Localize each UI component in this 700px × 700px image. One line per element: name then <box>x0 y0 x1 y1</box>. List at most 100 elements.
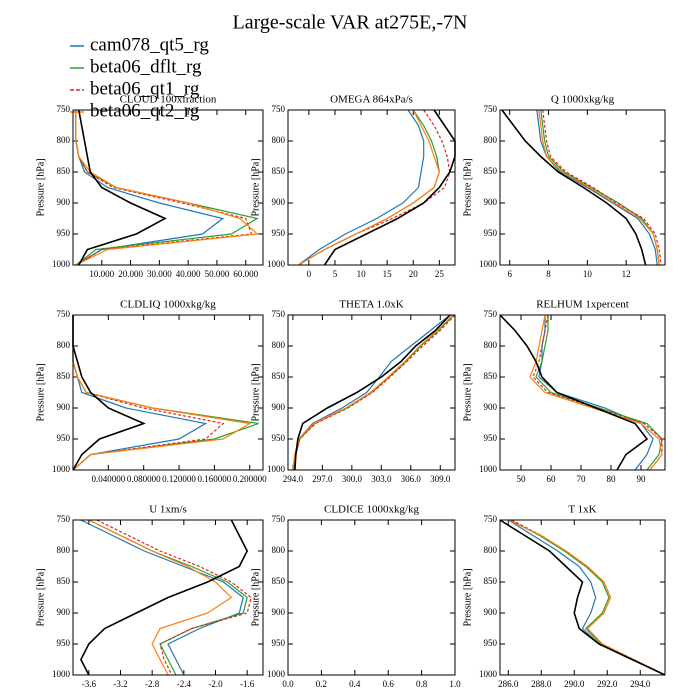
x-tick-label: 50 <box>517 474 527 484</box>
panel-title: Q 1000xkg/kg <box>551 94 615 106</box>
y-axis-label: Pressure [hPa] <box>250 363 261 421</box>
x-tick-label: 50.000 <box>205 269 230 279</box>
x-tick-label: 8 <box>546 269 551 279</box>
series-line <box>75 110 259 266</box>
x-tick-label: -2.8 <box>145 679 160 689</box>
x-tick-label: 0.040000 <box>91 474 125 484</box>
x-tick-label: 1.0 <box>449 679 461 689</box>
x-tick-label: -3.6 <box>82 679 97 689</box>
series-line <box>72 315 225 471</box>
x-tick-label: 0.8 <box>416 679 428 689</box>
y-axis-label: Pressure [hPa] <box>250 158 261 216</box>
y-tick-label: 1000 <box>52 669 71 679</box>
x-tick-label: 288.0 <box>531 679 552 689</box>
y-tick-label: 950 <box>272 228 286 238</box>
x-tick-label: 0 <box>307 269 312 279</box>
y-tick-label: 750 <box>484 104 498 114</box>
y-tick-label: 900 <box>484 402 498 412</box>
legend-label: beta06_qt1_rg <box>90 78 200 99</box>
x-tick-label: 80 <box>607 474 617 484</box>
y-tick-label: 950 <box>57 638 71 648</box>
y-tick-label: 1000 <box>267 464 286 474</box>
y-tick-label: 1000 <box>52 464 71 474</box>
x-tick-label: 292.0 <box>597 679 618 689</box>
x-tick-label: 297.0 <box>312 474 333 484</box>
y-tick-label: 800 <box>484 545 498 555</box>
y-tick-label: 850 <box>272 166 286 176</box>
y-axis-label: Pressure [hPa] <box>35 158 46 216</box>
y-tick-label: 900 <box>272 402 286 412</box>
y-tick-label: 900 <box>272 607 286 617</box>
x-tick-label: 5 <box>333 269 338 279</box>
y-tick-label: 950 <box>484 228 498 238</box>
panel-title: T 1xK <box>568 504 596 516</box>
y-axis-label: Pressure [hPa] <box>35 363 46 421</box>
y-tick-label: 950 <box>272 433 286 443</box>
series-line <box>538 109 660 266</box>
x-tick-label: 60 <box>547 474 557 484</box>
panel-title: CLOUD 100xfraction <box>120 94 217 106</box>
y-tick-label: 750 <box>57 514 71 524</box>
panel-title: RELHUM 1xpercent <box>536 299 629 311</box>
y-tick-label: 900 <box>57 402 71 412</box>
y-tick-label: 750 <box>272 514 286 524</box>
panel-title: CLDICE 1000xkg/kg <box>324 504 420 516</box>
y-tick-label: 1000 <box>52 259 71 269</box>
series-line <box>532 314 663 471</box>
x-tick-label: 60.000 <box>233 269 258 279</box>
y-tick-label: 850 <box>272 576 286 586</box>
x-tick-label: 309.0 <box>430 474 451 484</box>
x-tick-label: 10.000 <box>89 269 114 279</box>
y-tick-label: 800 <box>484 340 498 350</box>
y-axis-label: Pressure [hPa] <box>462 568 473 626</box>
y-tick-label: 800 <box>57 545 71 555</box>
y-tick-label: 800 <box>272 135 286 145</box>
x-tick-label: 0.080000 <box>127 474 161 484</box>
series-line <box>511 519 666 676</box>
y-tick-label: 750 <box>272 104 286 114</box>
series-line <box>535 315 663 471</box>
series-line <box>96 519 252 676</box>
y-tick-label: 850 <box>484 166 498 176</box>
series-line <box>507 519 666 676</box>
y-tick-label: 750 <box>272 309 286 319</box>
plot-frame <box>72 109 264 266</box>
x-tick-label: 303.0 <box>371 474 392 484</box>
x-tick-label: -2.0 <box>208 679 223 689</box>
plot-frame <box>499 109 666 266</box>
series-line <box>536 109 658 266</box>
plot-frame <box>499 519 666 676</box>
x-tick-label: 0.200000 <box>233 474 267 484</box>
series-line <box>75 110 225 266</box>
legend-label: beta06_qt2_rg <box>90 100 200 121</box>
x-tick-label: 25 <box>435 269 445 279</box>
series-line <box>298 109 440 266</box>
x-tick-label: 290.0 <box>564 679 585 689</box>
x-tick-label: 294.0 <box>283 474 304 484</box>
x-tick-label: -2.4 <box>177 679 192 689</box>
series-line <box>499 519 666 676</box>
y-tick-label: 800 <box>272 340 286 350</box>
series-line <box>542 109 662 266</box>
series-line <box>72 315 259 471</box>
x-tick-label: 30.000 <box>147 269 172 279</box>
y-tick-label: 750 <box>484 309 498 319</box>
y-tick-label: 900 <box>57 607 71 617</box>
plot-frame <box>499 314 666 471</box>
series-line <box>77 109 167 266</box>
y-tick-label: 900 <box>57 197 71 207</box>
y-tick-label: 1000 <box>479 669 498 679</box>
x-tick-label: 20.000 <box>118 269 143 279</box>
y-axis-label: Pressure [hPa] <box>462 363 473 421</box>
series-line <box>509 519 666 676</box>
series-line <box>88 519 233 676</box>
plot-frame <box>287 314 456 471</box>
plot-frame <box>72 314 264 471</box>
y-tick-label: 950 <box>57 228 71 238</box>
y-tick-label: 800 <box>272 545 286 555</box>
series-line <box>80 519 249 676</box>
y-tick-label: 900 <box>484 197 498 207</box>
y-tick-label: 1000 <box>267 669 286 679</box>
legend-label: cam078_qt5_rg <box>90 34 209 55</box>
panel-title: THETA 1.0xK <box>339 299 404 311</box>
